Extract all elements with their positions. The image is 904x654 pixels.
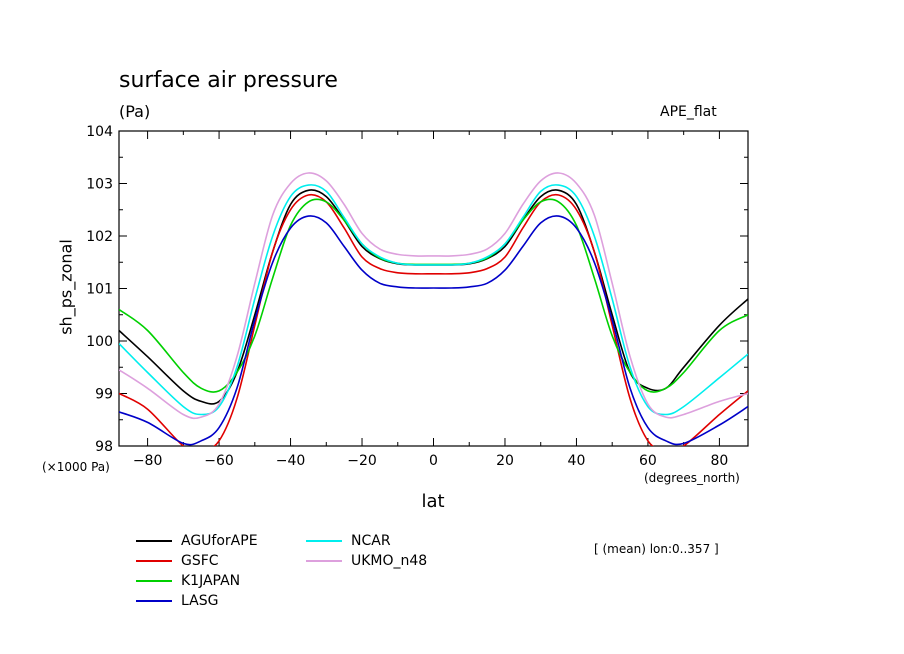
chart-units: (Pa) — [119, 102, 151, 121]
x-tick-label: 40 — [568, 453, 586, 469]
x-tick-label: −60 — [204, 453, 234, 469]
legend-item: UKMO_n48 — [306, 552, 427, 570]
run-name: APE_flat — [660, 104, 717, 120]
series-line-ncar — [119, 184, 748, 416]
y-tick-label: 103 — [86, 177, 113, 193]
x-tick-label: −20 — [347, 453, 377, 469]
x-tick-label: −40 — [276, 453, 306, 469]
legend-item: NCAR — [306, 532, 391, 550]
legend-swatch — [136, 600, 172, 602]
x-tick-label: 20 — [496, 453, 514, 469]
axis-ticks — [119, 130, 748, 447]
x-tick-label: 60 — [639, 453, 657, 469]
x-axis-label: lat — [421, 491, 445, 512]
series-line-k1japan — [119, 198, 748, 393]
averaging-note: [ (mean) lon:0..357 ] — [594, 542, 719, 556]
legend-item: GSFC — [136, 552, 219, 570]
legend-label: GSFC — [181, 553, 219, 569]
legend-label: LASG — [181, 593, 219, 609]
y-axis-scale: (×1000 Pa) — [42, 460, 110, 474]
series-line-gsfc — [119, 193, 748, 446]
y-tick-label: 99 — [95, 387, 113, 403]
legend-swatch — [136, 560, 172, 562]
legend-item: K1JAPAN — [136, 572, 240, 590]
series-line-ukmo-n48 — [119, 172, 748, 420]
series-line-lasg — [119, 215, 748, 446]
legend-swatch — [306, 560, 342, 562]
legend-label: NCAR — [351, 533, 391, 549]
legend-label: AGUforAPE — [181, 533, 258, 549]
series-lines — [119, 172, 748, 446]
legend-label: UKMO_n48 — [351, 553, 428, 569]
y-tick-label: 104 — [86, 124, 113, 140]
tick-labels: −80 −60 −40 −20 0 20 40 60 80 98 99 100 101 102 103 104 — [86, 124, 728, 469]
legend-swatch — [306, 540, 342, 542]
y-tick-label: 100 — [86, 334, 113, 350]
x-tick-label: −80 — [133, 453, 163, 469]
series-line-aguforape — [119, 189, 748, 405]
y-tick-label: 98 — [95, 439, 113, 455]
y-axis-label: sh_ps_zonal — [56, 239, 76, 335]
legend-item: AGUforAPE — [136, 532, 258, 550]
legend-item: LASG — [136, 592, 218, 610]
y-tick-label: 101 — [86, 282, 113, 298]
x-tick-label: 0 — [429, 453, 438, 469]
legend-label: K1JAPAN — [181, 573, 241, 589]
y-tick-label: 102 — [86, 229, 113, 245]
x-axis-units: (degrees_north) — [644, 471, 740, 485]
x-tick-label: 80 — [710, 453, 728, 469]
chart-title: surface air pressure — [119, 68, 338, 93]
legend-swatch — [136, 540, 172, 542]
legend-swatch — [136, 580, 172, 582]
